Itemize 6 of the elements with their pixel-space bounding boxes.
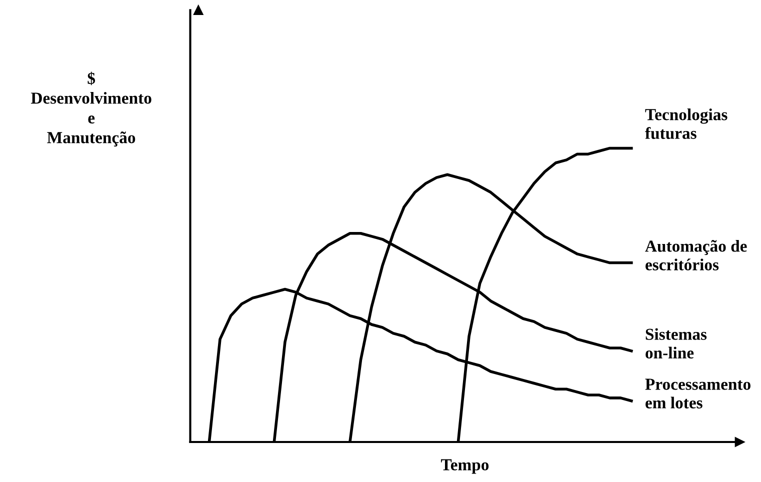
series-label: Tecnologias futuras [645,108,728,139]
series-label: Automação de escritórios [645,240,747,270]
x-axis-title: Tempo [440,459,489,474]
series-label: Sistemas on-line [646,328,707,359]
y-axis-title: $ Desenvolvimento e Manutenção [30,72,152,147]
series-label: Processamento em lotes [645,378,750,408]
